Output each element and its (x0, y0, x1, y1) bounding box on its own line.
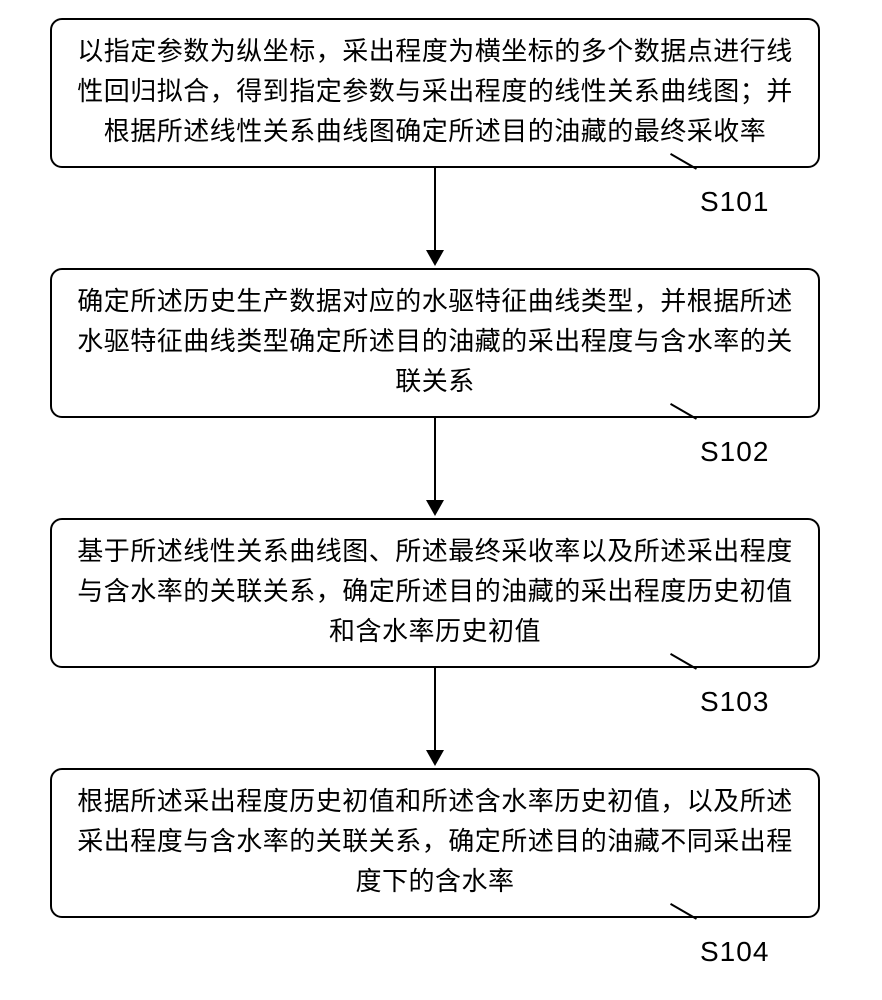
step-text-s102: 确定所述历史生产数据对应的水驱特征曲线类型，并根据所述水驱特征曲线类型确定所述目… (76, 281, 794, 402)
step-box-s104: 根据所述采出程度历史初值和所述含水率历史初值，以及所述采出程度与含水率的关联关系… (50, 768, 820, 918)
step-label-s101: S101 (700, 186, 769, 218)
step-label-s104: S104 (700, 936, 769, 968)
step-box-s102: 确定所述历史生产数据对应的水驱特征曲线类型，并根据所述水驱特征曲线类型确定所述目… (50, 268, 820, 418)
arrow-head-icon (426, 250, 444, 266)
step-box-s103: 基于所述线性关系曲线图、所述最终采收率以及所述采出程度与含水率的关联关系，确定所… (50, 518, 820, 668)
arrow-head-icon (426, 500, 444, 516)
arrow-line (434, 168, 436, 250)
flowchart-canvas: 以指定参数为纵坐标，采出程度为横坐标的多个数据点进行线性回归拟合，得到指定参数与… (0, 0, 882, 1000)
step-text-s101: 以指定参数为纵坐标，采出程度为横坐标的多个数据点进行线性回归拟合，得到指定参数与… (76, 31, 794, 152)
arrow-head-icon (426, 750, 444, 766)
step-label-s103: S103 (700, 686, 769, 718)
step-box-s101: 以指定参数为纵坐标，采出程度为横坐标的多个数据点进行线性回归拟合，得到指定参数与… (50, 18, 820, 168)
step-text-s104: 根据所述采出程度历史初值和所述含水率历史初值，以及所述采出程度与含水率的关联关系… (76, 781, 794, 902)
arrow-line (434, 418, 436, 500)
arrow-line (434, 668, 436, 750)
step-text-s103: 基于所述线性关系曲线图、所述最终采收率以及所述采出程度与含水率的关联关系，确定所… (76, 531, 794, 652)
step-label-s102: S102 (700, 436, 769, 468)
